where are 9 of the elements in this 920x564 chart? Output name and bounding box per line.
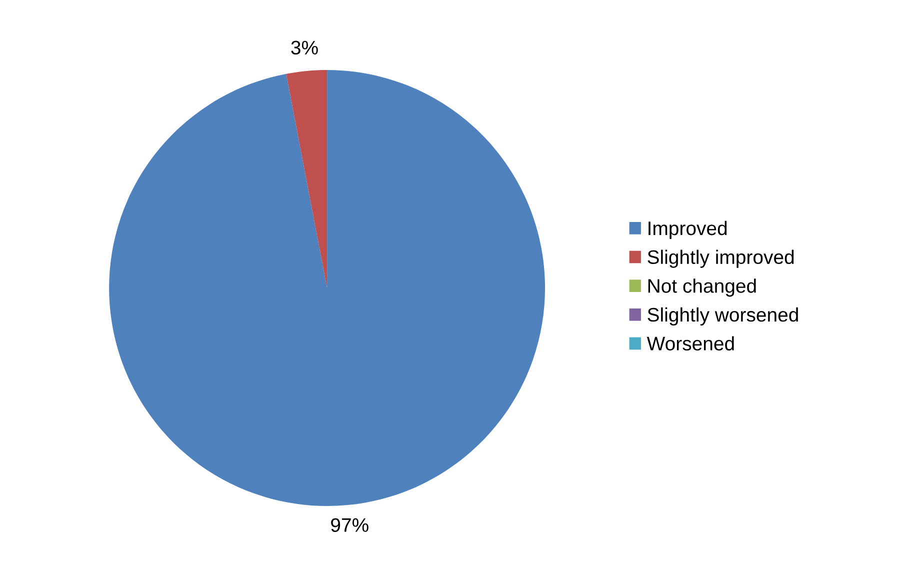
legend-label: Improved [648, 220, 727, 240]
pie-slice [109, 70, 546, 506]
legend-label: Not changed [648, 278, 756, 297]
legend-label: Worsened [646, 336, 734, 350]
pie-slice [286, 70, 328, 288]
legend-label: Slightly worsened [648, 307, 798, 326]
data-label: 3% [291, 40, 318, 55]
data-label: 97% [331, 518, 368, 532]
legend-label: Slightly improved [648, 250, 794, 268]
